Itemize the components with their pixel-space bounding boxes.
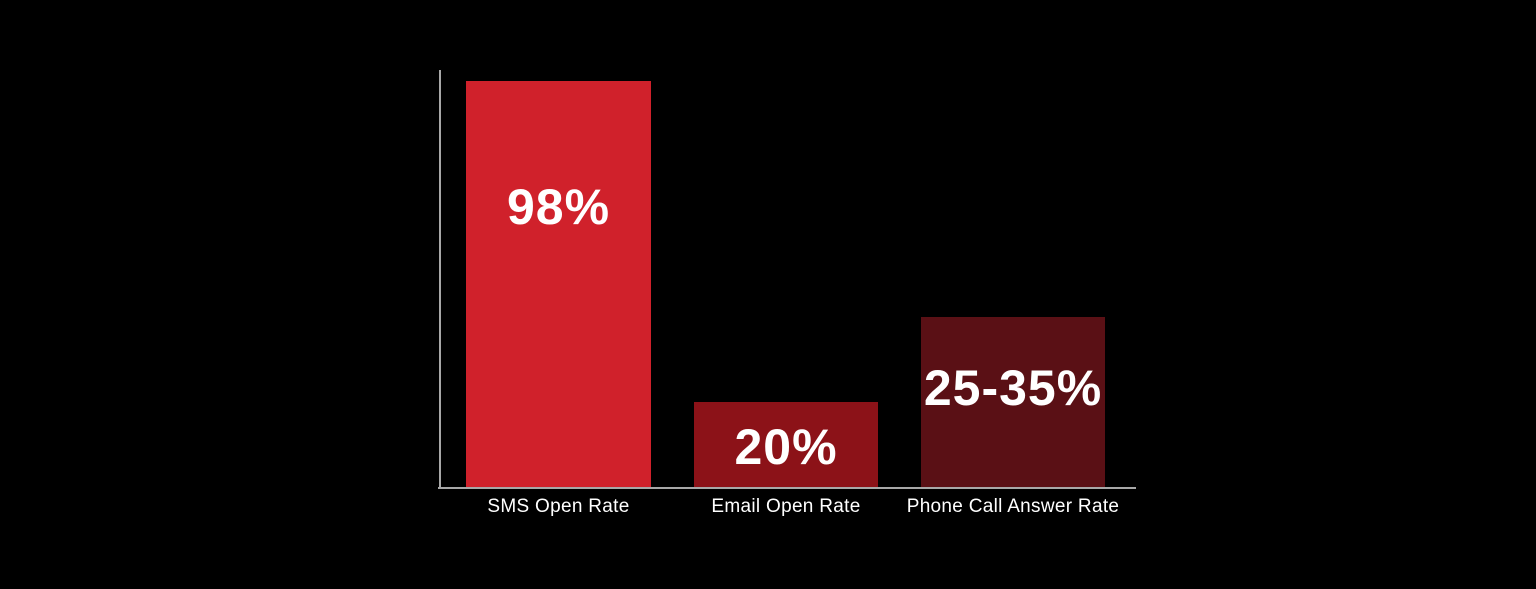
- bar-email-open-rate: 20%: [694, 402, 878, 487]
- category-label-sms-open-rate: SMS Open Rate: [487, 496, 630, 517]
- value-label-email-open-rate: 20%: [734, 419, 838, 475]
- category-label-email-open-rate: Email Open Rate: [711, 496, 861, 517]
- value-label-phone-call-answer-rate: 25-35%: [923, 360, 1103, 416]
- x-axis-line: [438, 487, 1136, 489]
- y-axis-line: [439, 70, 441, 489]
- value-label-sms-open-rate: 98%: [506, 179, 611, 235]
- bar-sms-open-rate: 98%: [466, 81, 651, 487]
- bar-phone-call-answer-rate: 25-35%: [921, 317, 1105, 487]
- category-label-phone-call-answer-rate: Phone Call Answer Rate: [906, 496, 1120, 517]
